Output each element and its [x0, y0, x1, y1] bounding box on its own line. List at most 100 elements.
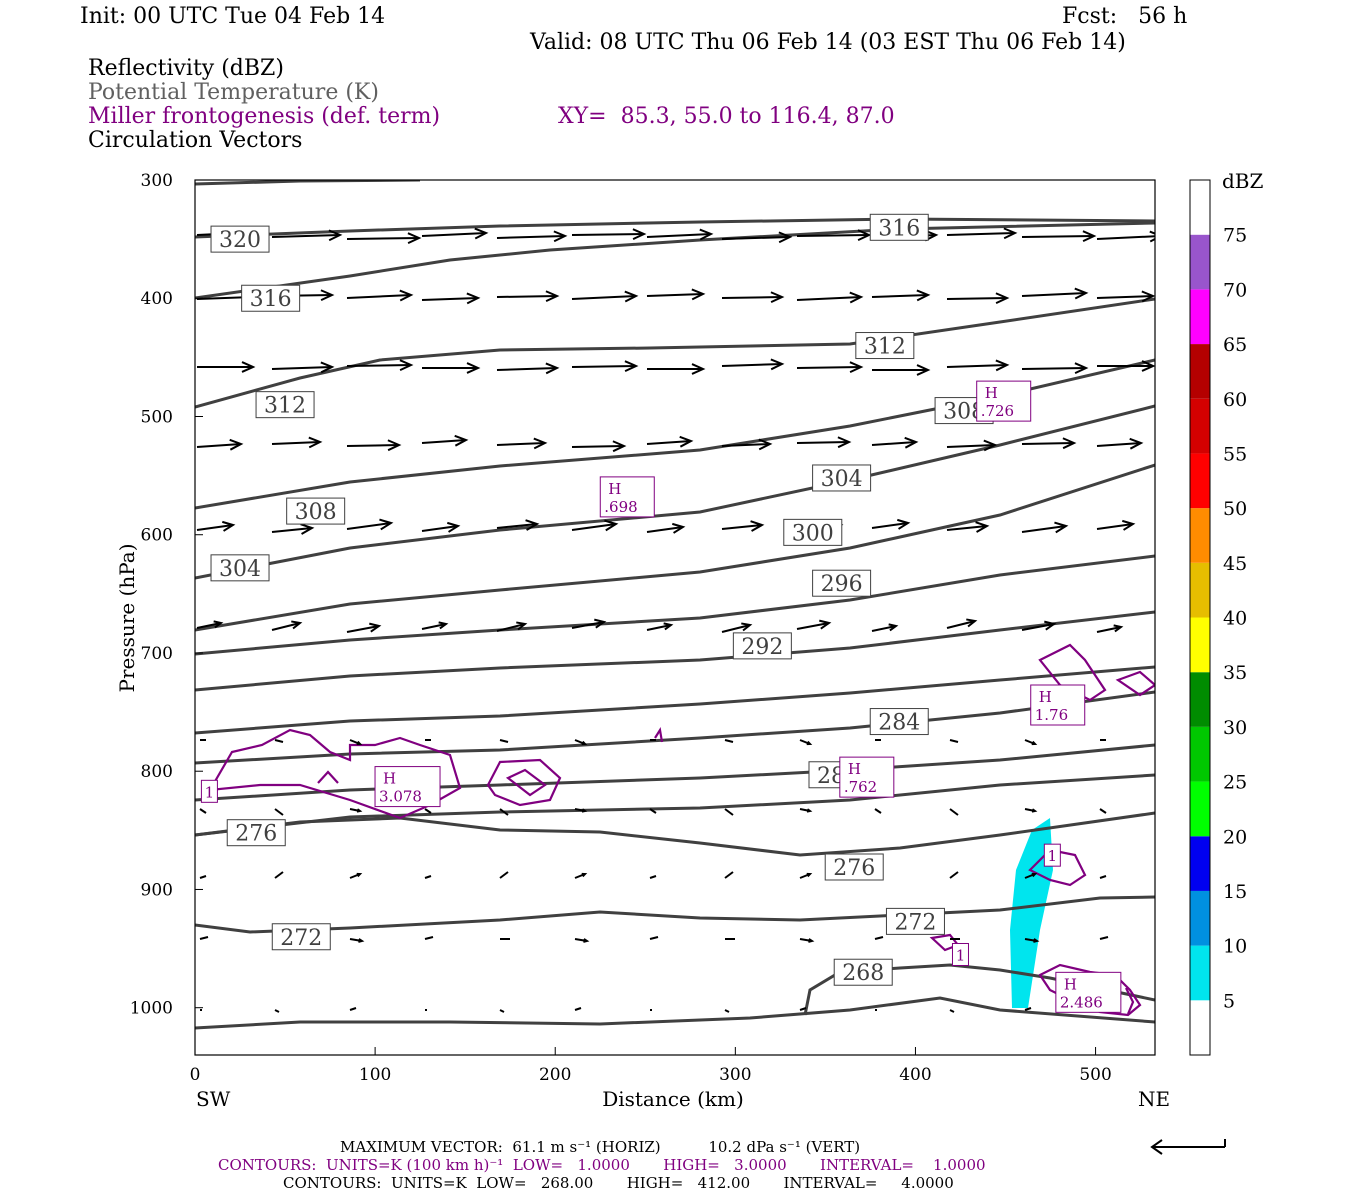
vector-shaft [721, 524, 763, 530]
circulation-vector [199, 875, 207, 879]
vector-shaft [949, 808, 959, 816]
colorbar-tick-label: 75 [1223, 225, 1247, 247]
circulation-vector [724, 739, 734, 743]
colorbar-swatch [1190, 672, 1210, 727]
colorbar-swatch [1190, 945, 1210, 1001]
circulation-vector [196, 520, 236, 532]
vector-shaft [946, 297, 1008, 300]
vector-head [291, 620, 303, 630]
vector-head [691, 288, 706, 301]
circulation-vector [496, 362, 560, 375]
vector-head [581, 872, 588, 878]
frontogenesis-contour [654, 726, 664, 743]
circulation-vector [346, 439, 402, 452]
vector-head [897, 518, 911, 530]
circulation-vector [1021, 620, 1057, 631]
vector-shaft [424, 936, 434, 940]
theta-label-text: 296 [821, 572, 863, 597]
theta-label-box [783, 518, 843, 546]
vector-shaft [571, 445, 625, 448]
vector-shaft [946, 364, 1008, 368]
theta-contour-label: 308 [286, 497, 346, 525]
frontogenesis-label: H2.486 [1055, 971, 1122, 1013]
vector-shaft [199, 875, 207, 879]
vector-shaft [496, 295, 558, 298]
circulation-vector [274, 808, 284, 816]
fronto-label-marker: H [1064, 975, 1077, 993]
y-tick-label: 900 [141, 880, 173, 900]
vector-shaft [421, 439, 467, 444]
fronto-label-value: .762 [844, 778, 877, 796]
colorbar-tick-label: 40 [1223, 608, 1247, 630]
vector-shaft [646, 624, 672, 631]
reflectivity-area [1010, 818, 1053, 1008]
vector-shaft [346, 522, 392, 530]
theta-label-box [286, 497, 346, 525]
vector-head [663, 622, 674, 631]
circulation-vector [799, 872, 813, 879]
vector-head [356, 808, 363, 813]
vector-shaft [721, 296, 783, 299]
circulation-vector [946, 292, 1010, 305]
colorbar-tick-label: 60 [1223, 389, 1247, 411]
frontogenesis-label: H3.078 [374, 766, 441, 808]
vector-head [241, 361, 256, 373]
vector-head [778, 231, 793, 244]
vector-head [819, 619, 832, 630]
colorbar-title: dBZ [1222, 169, 1264, 193]
vector-head [379, 518, 394, 531]
theta-contour-label: 320 [210, 225, 270, 253]
vector-shaft [346, 444, 400, 447]
theta-contour [195, 404, 1155, 580]
vector-head [808, 938, 815, 943]
circulation-vector [724, 1009, 730, 1013]
valid-time: Valid: 08 UTC Thu 06 Feb 14 (03 EST Thu … [530, 30, 1126, 55]
colorbar-frame [1189, 179, 1211, 1056]
circulation-vector [274, 871, 284, 879]
circulation-vector [1021, 437, 1077, 450]
vector-head [1122, 519, 1136, 531]
vector-head [916, 364, 931, 376]
circulation-vector [1021, 362, 1089, 375]
theta-contour-label: 292 [732, 632, 792, 660]
colorbar-swatch [1190, 344, 1210, 399]
circulation-vector [571, 618, 607, 629]
circulation-vector [871, 436, 919, 449]
vector-head [1129, 437, 1144, 450]
vector-head [356, 740, 363, 746]
vector-shaft [571, 523, 617, 531]
colorbar-swatch [1190, 453, 1210, 509]
vector-shaft [649, 936, 659, 940]
vector-shaft [421, 232, 487, 237]
circulation-vector [871, 623, 899, 632]
circulation-vector [796, 361, 864, 374]
circulation-vector [199, 808, 207, 814]
vector-shaft [421, 525, 459, 532]
vector-shaft [796, 622, 830, 630]
circulation-vector [949, 739, 959, 743]
theta-contour-label: 316 [241, 284, 301, 312]
fronto-label-value: .698 [604, 498, 637, 516]
fronto-label-box [839, 756, 895, 798]
vector-head [213, 620, 224, 629]
vector-shaft [1096, 626, 1122, 633]
vector-shaft [649, 808, 657, 814]
vector-shaft [274, 1009, 280, 1013]
colorbar-tick-label: 45 [1223, 553, 1247, 575]
vector-head [1062, 437, 1077, 450]
circulation-vector [796, 291, 864, 304]
theta-contour [195, 297, 1155, 409]
vector-head [525, 519, 540, 531]
vector-head [624, 360, 639, 373]
vector-shaft [274, 871, 284, 879]
circulation-vector [421, 521, 461, 533]
theta-label-text: 312 [864, 335, 906, 360]
vector-shaft [796, 441, 850, 444]
vector-head [320, 289, 335, 302]
frontogenesis-label: H.762 [839, 756, 895, 798]
vector-shaft [721, 624, 751, 633]
fronto-label-value: 2.486 [1060, 993, 1103, 1011]
vector-shaft [1099, 936, 1109, 940]
colorbar-swatch [1190, 1000, 1210, 1055]
y-tick-label: 600 [141, 526, 173, 546]
